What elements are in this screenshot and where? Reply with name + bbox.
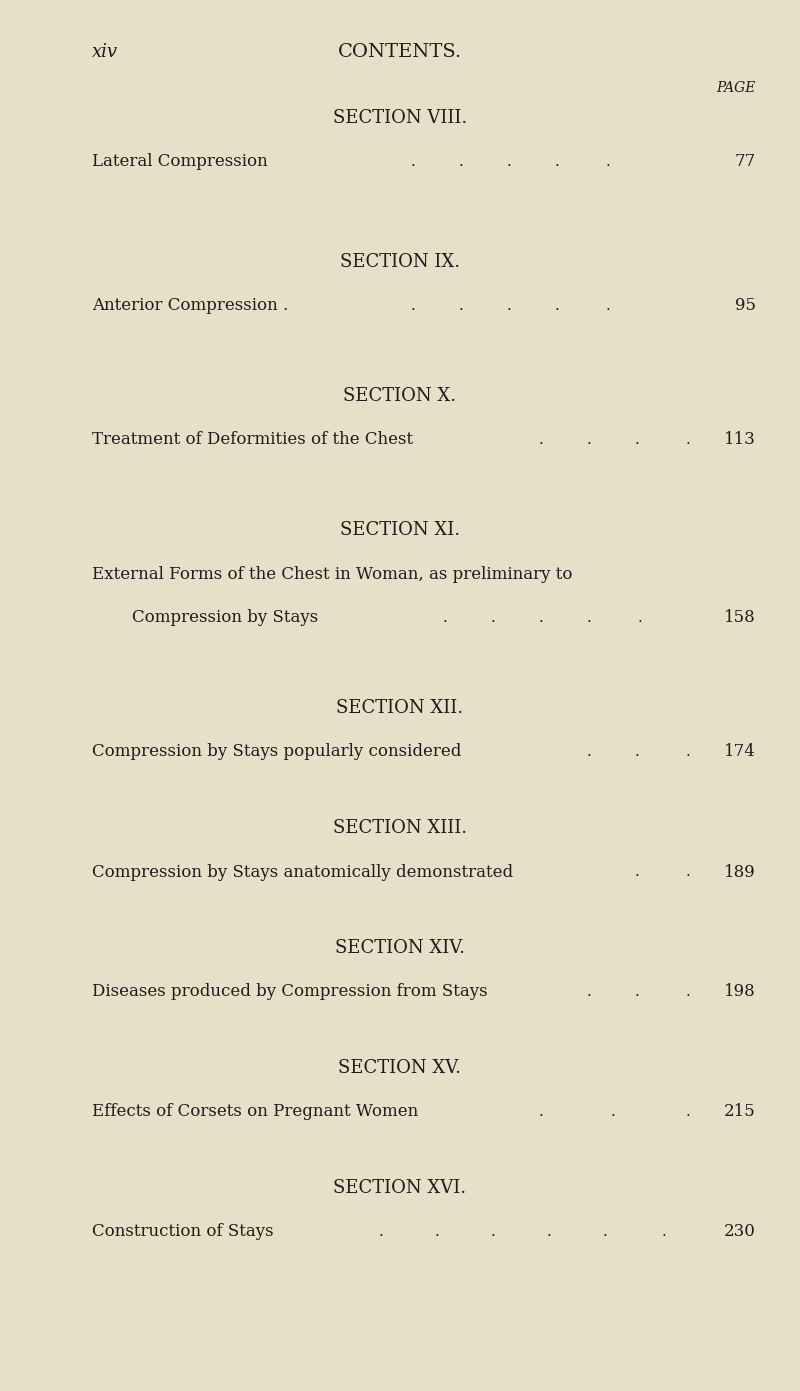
Text: .: . [686, 746, 690, 759]
Text: .: . [635, 746, 645, 759]
Text: .: . [411, 154, 421, 168]
Text: Construction of Stays: Construction of Stays [92, 1224, 274, 1241]
Text: .: . [443, 611, 453, 625]
Text: .: . [606, 154, 610, 168]
Text: .: . [686, 1104, 690, 1118]
Text: .: . [547, 1225, 557, 1239]
Text: 189: 189 [724, 864, 756, 881]
Text: SECTION VIII.: SECTION VIII. [333, 108, 467, 127]
Text: SECTION XIV.: SECTION XIV. [335, 939, 465, 957]
Text: .: . [587, 746, 597, 759]
Text: .: . [638, 611, 642, 625]
Text: SECTION XV.: SECTION XV. [338, 1059, 462, 1077]
Text: .: . [435, 1225, 445, 1239]
Text: Effects of Corsets on Pregnant Women: Effects of Corsets on Pregnant Women [92, 1103, 418, 1121]
Text: .: . [491, 1225, 501, 1239]
Text: .: . [606, 299, 610, 313]
Text: .: . [555, 154, 565, 168]
Text: Compression by Stays anatomically demonstrated: Compression by Stays anatomically demons… [92, 864, 513, 881]
Text: .: . [635, 865, 645, 879]
Text: .: . [539, 611, 549, 625]
Text: Treatment of Deformities of the Chest: Treatment of Deformities of the Chest [92, 431, 413, 448]
Text: .: . [507, 154, 517, 168]
Text: .: . [379, 1225, 389, 1239]
Text: SECTION XIII.: SECTION XIII. [333, 819, 467, 837]
Text: Anterior Compression .: Anterior Compression . [92, 298, 288, 314]
Text: .: . [686, 865, 690, 879]
Text: .: . [507, 299, 517, 313]
Text: .: . [662, 1225, 666, 1239]
Text: Lateral Compression: Lateral Compression [92, 153, 268, 171]
Text: 158: 158 [724, 609, 756, 626]
Text: .: . [491, 611, 501, 625]
Text: Compression by Stays: Compression by Stays [132, 609, 318, 626]
Text: SECTION IX.: SECTION IX. [340, 253, 460, 271]
Text: .: . [459, 299, 469, 313]
Text: SECTION XI.: SECTION XI. [340, 522, 460, 538]
Text: 77: 77 [734, 153, 756, 171]
Text: .: . [587, 433, 597, 447]
Text: SECTION XII.: SECTION XII. [337, 700, 463, 716]
Text: .: . [635, 433, 645, 447]
Text: 198: 198 [724, 983, 756, 1000]
Text: External Forms of the Chest in Woman, as preliminary to: External Forms of the Chest in Woman, as… [92, 566, 573, 583]
Text: 215: 215 [724, 1103, 756, 1121]
Text: .: . [459, 154, 469, 168]
Text: .: . [686, 985, 690, 999]
Text: .: . [603, 1225, 613, 1239]
Text: 113: 113 [724, 431, 756, 448]
Text: CONTENTS.: CONTENTS. [338, 43, 462, 61]
Text: 230: 230 [724, 1224, 756, 1241]
Text: .: . [587, 611, 597, 625]
Text: .: . [611, 1104, 621, 1118]
Text: 95: 95 [735, 298, 756, 314]
Text: .: . [555, 299, 565, 313]
Text: SECTION XVI.: SECTION XVI. [334, 1180, 466, 1198]
Text: xiv: xiv [92, 43, 118, 61]
Text: PAGE: PAGE [717, 81, 756, 95]
Text: .: . [539, 433, 549, 447]
Text: Compression by Stays popularly considered: Compression by Stays popularly considere… [92, 744, 462, 761]
Text: Diseases produced by Compression from Stays: Diseases produced by Compression from St… [92, 983, 488, 1000]
Text: .: . [411, 299, 421, 313]
Text: .: . [587, 985, 597, 999]
Text: .: . [635, 985, 645, 999]
Text: .: . [539, 1104, 549, 1118]
Text: SECTION X.: SECTION X. [343, 387, 457, 405]
Text: 174: 174 [724, 744, 756, 761]
Text: .: . [686, 433, 690, 447]
